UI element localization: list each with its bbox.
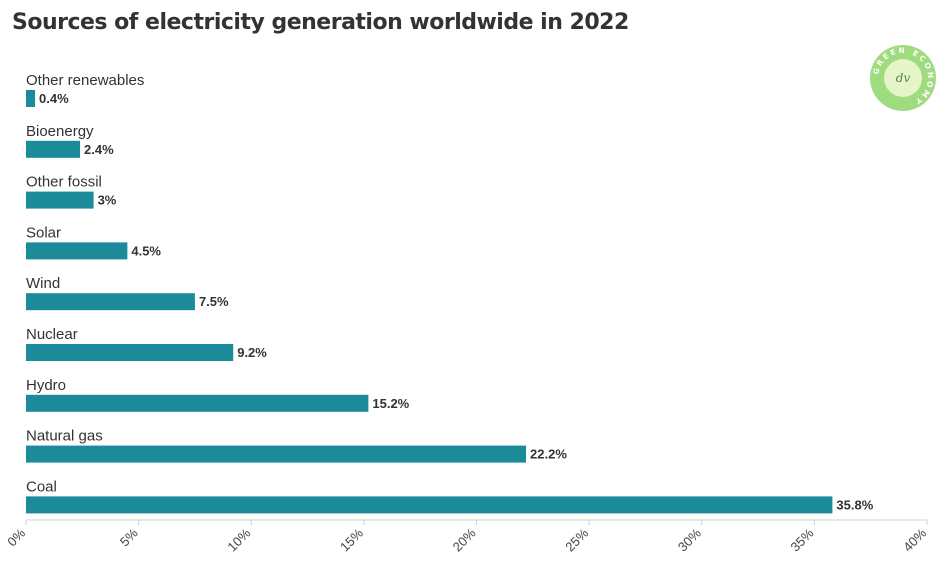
value-label: 22.2% (530, 447, 567, 462)
category-label: Wind (26, 275, 60, 292)
x-tick-label: 30% (675, 525, 704, 554)
category-label: Other renewables (26, 72, 144, 89)
bar (26, 140, 81, 158)
bar (26, 293, 195, 311)
bar (26, 496, 833, 514)
logo-monogram: dv (896, 71, 911, 85)
category-label: Natural gas (26, 428, 103, 445)
value-label: 9.2% (237, 345, 267, 360)
bar (26, 445, 527, 463)
value-label: 7.5% (199, 294, 229, 309)
x-tick-label: 35% (787, 525, 816, 554)
bar (26, 242, 128, 260)
value-label: 35.8% (836, 497, 873, 512)
x-tick-label: 0% (4, 525, 28, 549)
category-label: Nuclear (26, 326, 78, 343)
category-label: Other fossil (26, 174, 102, 191)
value-label: 15.2% (372, 396, 409, 411)
value-label: 0.4% (39, 91, 69, 106)
x-tick-label: 10% (224, 525, 253, 554)
category-label: Solar (26, 224, 61, 241)
x-tick-label: 15% (337, 525, 366, 554)
bar (26, 344, 234, 361)
bar (26, 191, 94, 209)
x-tick-label: 20% (450, 525, 479, 554)
logo-inner-circle (884, 59, 922, 97)
value-label: 2.4% (84, 142, 114, 157)
bar (26, 394, 369, 412)
value-label: 4.5% (131, 243, 161, 258)
category-label: Bioenergy (26, 123, 94, 140)
x-tick-label: 40% (900, 525, 929, 554)
value-label: 3% (98, 193, 117, 208)
x-tick-label: 5% (117, 525, 141, 549)
x-tick-label: 25% (562, 525, 591, 554)
bar (26, 90, 36, 107)
category-label: Coal (26, 478, 57, 495)
category-label: Hydro (26, 377, 66, 394)
green-economy-logo-icon: GREEN ECONOMY dv (869, 44, 937, 112)
chart-title: Sources of electricity generation worldw… (12, 10, 629, 35)
